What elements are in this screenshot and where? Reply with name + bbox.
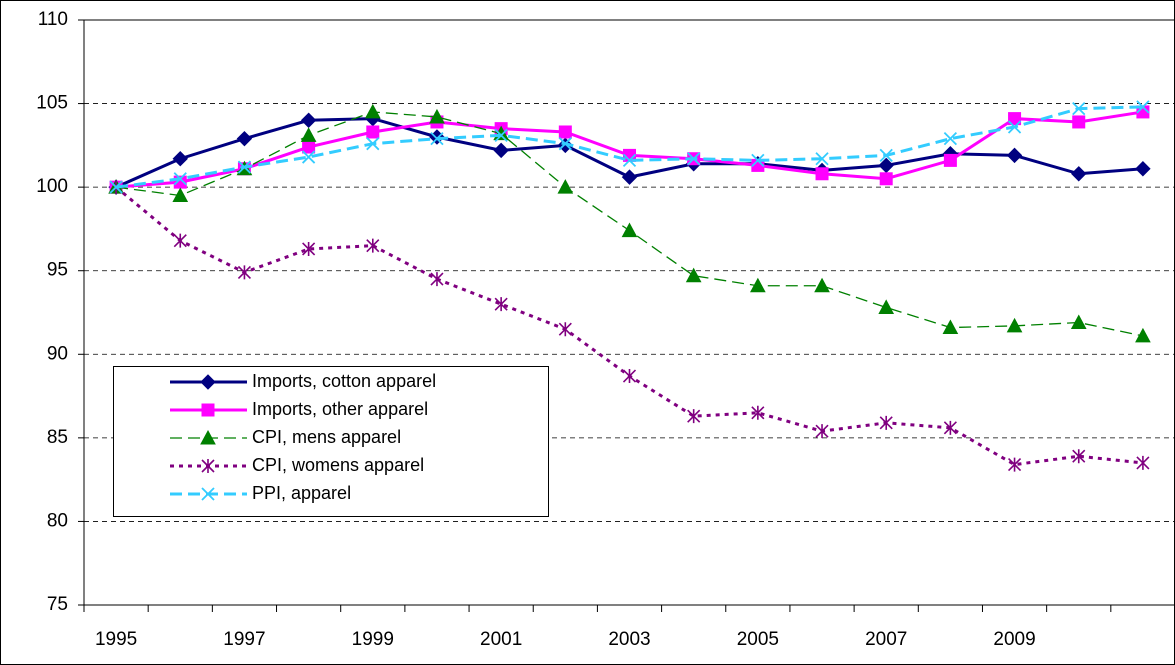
y-tick-label: 80 (47, 510, 68, 531)
legend-marker (200, 429, 216, 445)
data-point (494, 128, 508, 142)
x-tick-label: 2003 (608, 629, 650, 650)
data-point (366, 137, 380, 151)
data-point (687, 152, 701, 166)
legend-label: Imports, cotton apparel (252, 371, 436, 391)
legend-box (113, 366, 549, 517)
data-point (943, 132, 958, 146)
data-point (878, 299, 895, 314)
legend-marker (201, 459, 215, 473)
legend-label: CPI, womens apparel (252, 455, 424, 475)
y-tick-label: 90 (47, 343, 68, 364)
data-point (300, 127, 317, 142)
data-point (1007, 120, 1022, 134)
data-point (172, 187, 189, 202)
data-point (943, 153, 957, 167)
y-tick-label: 110 (38, 9, 68, 30)
data-point (302, 140, 316, 154)
data-point (942, 319, 959, 335)
data-point (430, 132, 444, 146)
data-point (236, 130, 253, 147)
x-tick-label: 1999 (352, 629, 394, 650)
data-point (430, 272, 444, 287)
series-line (115, 105, 1143, 189)
data-point (621, 169, 638, 185)
y-tick-label: 100 (36, 176, 68, 197)
data-point (1072, 115, 1086, 129)
data-point (685, 267, 702, 283)
data-point (622, 153, 637, 168)
legend-label: PPI, apparel (252, 483, 351, 503)
legend-label: Imports, other apparel (252, 399, 428, 419)
data-point (815, 424, 829, 439)
data-point (1006, 317, 1023, 333)
data-point (109, 180, 123, 194)
legend-marker (201, 487, 215, 501)
data-point (751, 153, 765, 168)
data-point (366, 238, 380, 253)
legend-marker (200, 374, 216, 390)
data-point (173, 172, 187, 186)
data-point (172, 151, 188, 167)
legend-marker (201, 403, 215, 417)
data-point (1136, 100, 1150, 114)
data-point (493, 142, 509, 159)
x-tick-label: 1997 (223, 629, 265, 650)
data-point (1136, 455, 1150, 470)
x-tick-label: 2009 (993, 629, 1035, 650)
data-point (815, 167, 829, 181)
data-point (1072, 449, 1086, 464)
data-point (557, 179, 574, 194)
data-point (1071, 166, 1087, 182)
data-point (558, 125, 572, 139)
y-tick-label: 75 (47, 594, 68, 615)
data-point (1008, 112, 1022, 126)
x-tick-label: 2005 (737, 629, 779, 650)
data-point (237, 160, 252, 174)
data-point (751, 405, 765, 420)
data-point (879, 172, 893, 186)
legend-label: CPI, mens apparel (252, 427, 401, 447)
data-point (1070, 314, 1087, 330)
data-point (879, 415, 893, 430)
data-point (1135, 161, 1151, 177)
data-point (558, 137, 572, 151)
data-point (1135, 327, 1151, 343)
data-point (364, 103, 381, 119)
data-point (814, 277, 830, 293)
x-tick-label: 1995 (95, 629, 137, 650)
data-point (943, 420, 957, 435)
y-tick-label: 95 (47, 260, 68, 281)
data-point (301, 150, 316, 164)
legend: Imports, cotton apparel Imports, other ap… (113, 366, 549, 517)
data-point (879, 148, 893, 163)
data-point (622, 369, 637, 384)
x-tick-label: 2001 (480, 629, 522, 650)
data-point (558, 322, 572, 337)
data-point (815, 152, 829, 166)
data-point (687, 409, 701, 424)
data-point (750, 277, 766, 293)
y-tick-label: 105 (36, 93, 68, 114)
data-point (1072, 101, 1086, 116)
data-point (366, 125, 380, 139)
data-point (173, 233, 187, 248)
x-tick-label: 2007 (865, 629, 907, 650)
data-point (237, 265, 252, 280)
data-point (621, 222, 638, 238)
data-point (429, 108, 445, 124)
data-point (494, 297, 508, 312)
data-point (1006, 147, 1023, 164)
data-point (302, 241, 316, 256)
data-point (1007, 457, 1022, 472)
y-tick-label: 85 (47, 427, 68, 448)
